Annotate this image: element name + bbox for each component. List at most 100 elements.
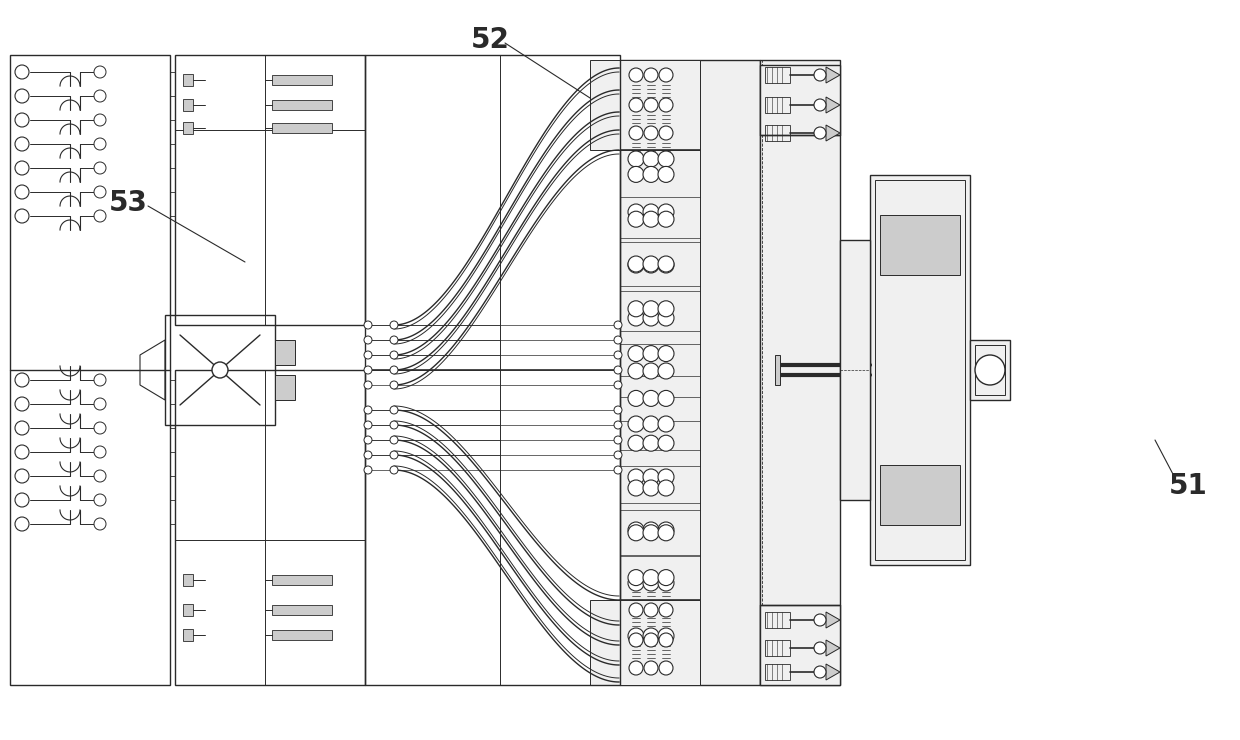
Circle shape [94, 66, 105, 78]
Circle shape [658, 166, 675, 182]
Circle shape [627, 391, 644, 406]
Circle shape [614, 421, 622, 429]
Circle shape [629, 68, 644, 82]
Bar [10, 55, 170, 685]
Bar [620, 600, 701, 685]
Bar [272, 575, 332, 585]
Bar [839, 240, 870, 500]
Bar [620, 60, 760, 685]
Bar [765, 97, 790, 113]
Bar [620, 60, 701, 150]
Circle shape [813, 69, 826, 81]
Bar [275, 375, 295, 400]
Circle shape [627, 256, 644, 272]
Circle shape [658, 300, 675, 317]
Circle shape [627, 480, 644, 496]
Polygon shape [826, 97, 839, 113]
Circle shape [644, 98, 658, 112]
Circle shape [614, 321, 622, 329]
Circle shape [365, 351, 372, 359]
Bar [184, 629, 193, 641]
Circle shape [644, 575, 658, 591]
Circle shape [15, 185, 29, 199]
Circle shape [627, 628, 644, 644]
Circle shape [15, 397, 29, 411]
Circle shape [391, 351, 398, 359]
Bar [175, 55, 365, 325]
Circle shape [975, 355, 1004, 385]
Circle shape [629, 98, 644, 112]
Circle shape [614, 366, 622, 374]
Circle shape [658, 570, 675, 585]
Bar [272, 75, 332, 85]
Circle shape [644, 661, 658, 675]
Circle shape [658, 204, 675, 220]
Circle shape [94, 138, 105, 150]
Bar [765, 125, 790, 141]
Circle shape [629, 126, 644, 140]
Circle shape [644, 416, 658, 432]
Circle shape [627, 204, 644, 220]
Circle shape [813, 127, 826, 139]
Circle shape [15, 161, 29, 175]
Circle shape [644, 435, 658, 451]
Circle shape [391, 366, 398, 374]
Circle shape [627, 300, 644, 317]
Circle shape [813, 614, 826, 626]
Circle shape [627, 310, 644, 326]
Circle shape [365, 366, 372, 374]
Circle shape [365, 406, 372, 414]
Circle shape [391, 406, 398, 414]
Polygon shape [826, 67, 839, 83]
Circle shape [658, 435, 675, 451]
Bar [765, 640, 790, 656]
Circle shape [94, 518, 105, 530]
Bar [760, 65, 839, 135]
Circle shape [658, 257, 675, 273]
Circle shape [94, 470, 105, 482]
Circle shape [629, 633, 644, 647]
Circle shape [658, 480, 675, 496]
Circle shape [391, 451, 398, 459]
Circle shape [644, 256, 658, 272]
Circle shape [94, 210, 105, 222]
Circle shape [627, 346, 644, 362]
Circle shape [658, 603, 673, 617]
Circle shape [614, 351, 622, 359]
Circle shape [627, 435, 644, 451]
Circle shape [813, 99, 826, 111]
Bar [870, 175, 970, 565]
Circle shape [15, 445, 29, 459]
Text: 53: 53 [109, 189, 148, 217]
Circle shape [614, 336, 622, 344]
Circle shape [94, 446, 105, 458]
Bar [765, 67, 790, 83]
Circle shape [365, 436, 372, 444]
Circle shape [658, 575, 675, 591]
Circle shape [627, 575, 644, 591]
Bar [765, 664, 790, 680]
Circle shape [658, 346, 675, 362]
Bar [272, 123, 332, 133]
Circle shape [658, 98, 673, 112]
Circle shape [658, 633, 673, 647]
Circle shape [391, 336, 398, 344]
Polygon shape [826, 664, 839, 680]
Circle shape [614, 451, 622, 459]
Circle shape [391, 466, 398, 474]
Circle shape [15, 113, 29, 127]
Circle shape [94, 186, 105, 198]
Circle shape [629, 603, 644, 617]
Bar [175, 370, 365, 685]
Bar [272, 100, 332, 110]
Circle shape [629, 661, 644, 675]
Circle shape [365, 466, 372, 474]
Circle shape [391, 436, 398, 444]
Circle shape [614, 381, 622, 389]
Bar [775, 355, 780, 385]
Circle shape [658, 525, 675, 541]
Text: 52: 52 [470, 26, 510, 54]
Circle shape [627, 570, 644, 585]
Circle shape [644, 346, 658, 362]
Bar [765, 612, 790, 628]
